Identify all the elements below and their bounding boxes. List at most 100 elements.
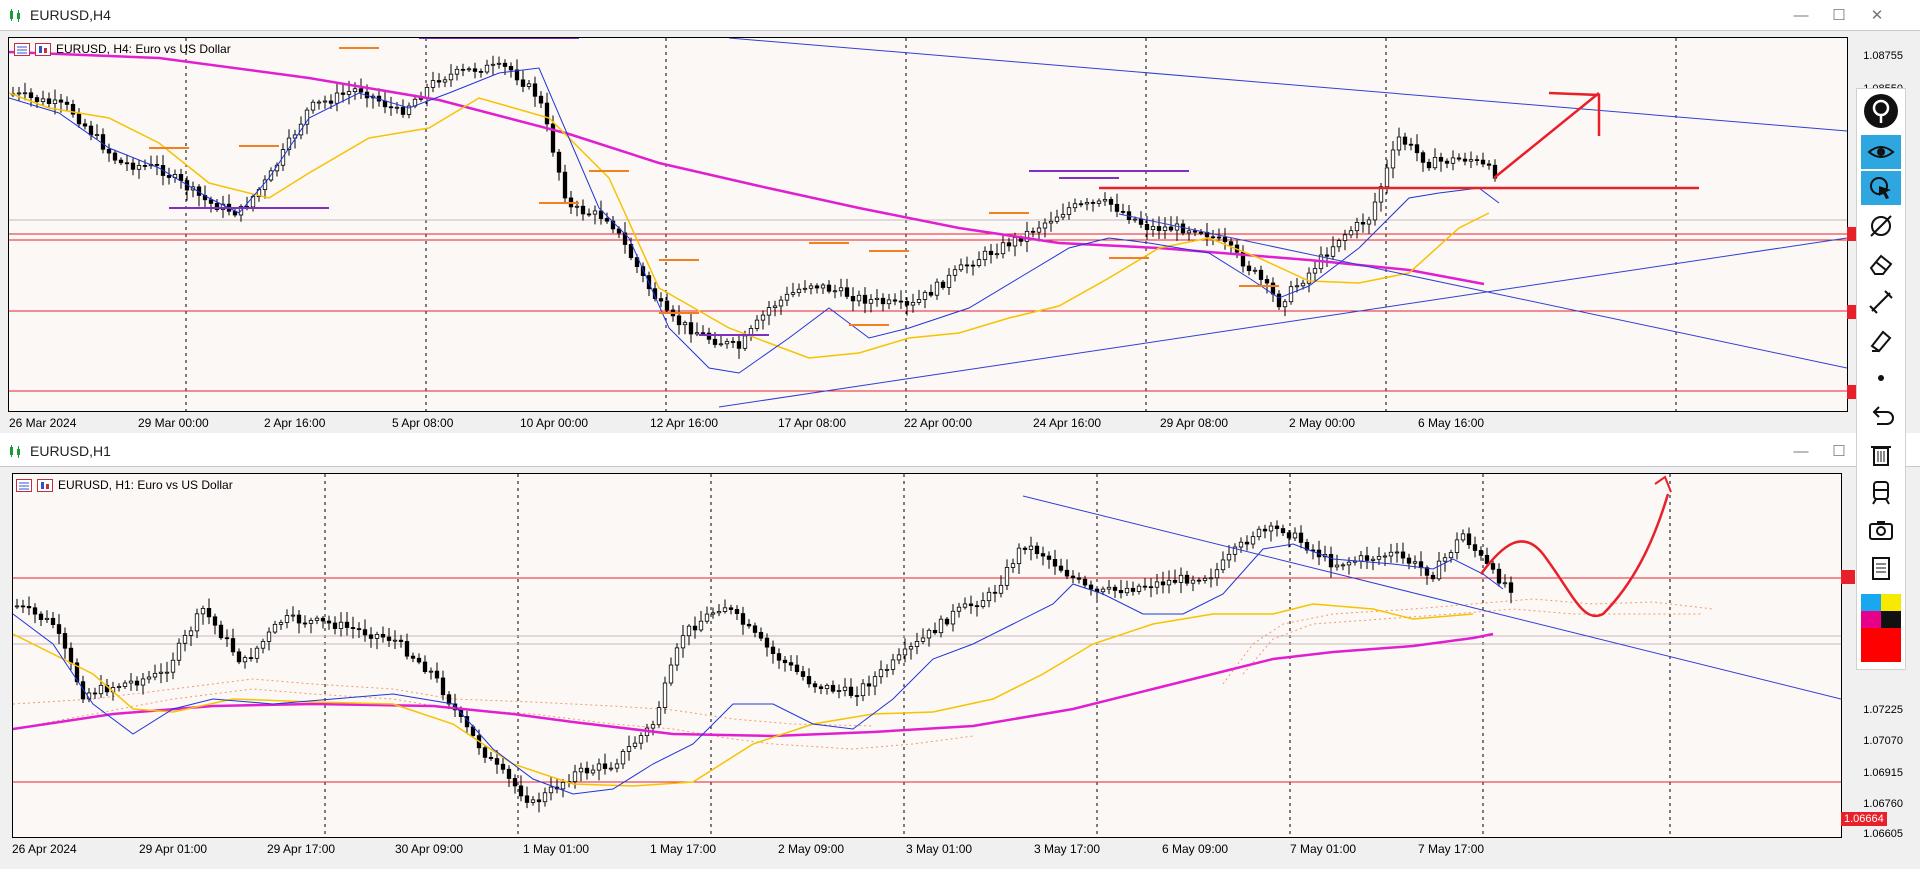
eye-tool[interactable] — [1861, 135, 1901, 169]
highlighter-tool[interactable] — [1861, 323, 1901, 357]
time-axis-h1[interactable]: 26 Apr 2024 29 Apr 01:00 29 Apr 17:00 30… — [12, 839, 1840, 859]
candle-body — [1414, 144, 1420, 154]
candle-body — [188, 630, 194, 636]
candle-body — [1054, 216, 1060, 222]
candle-body — [286, 137, 292, 150]
candle-body — [1112, 586, 1118, 591]
candle-body — [100, 134, 106, 150]
ruler-icon — [1869, 290, 1893, 314]
ruler-tool[interactable] — [1861, 285, 1901, 319]
candle-body — [694, 332, 700, 335]
candle-body — [896, 654, 902, 661]
trendline-tool[interactable] — [1861, 209, 1901, 243]
candle-body — [1000, 242, 1006, 255]
candle-body — [1424, 567, 1430, 576]
dot-tool[interactable] — [1861, 361, 1901, 395]
candle-body — [92, 692, 98, 695]
train-tool[interactable] — [1861, 475, 1901, 509]
candle-body — [1388, 551, 1394, 557]
candle-body — [622, 232, 628, 245]
candle-body — [1136, 585, 1142, 592]
color-palette[interactable] — [1861, 594, 1901, 662]
eye-icon — [1867, 146, 1895, 158]
candle-body — [802, 287, 808, 290]
pin-tool[interactable] — [1861, 91, 1901, 131]
candle-body — [806, 676, 812, 685]
candle-body — [1060, 214, 1066, 218]
candle-body — [1156, 226, 1162, 231]
candle-body — [1348, 230, 1354, 236]
candle-body — [1220, 559, 1226, 571]
candle-body — [118, 159, 124, 164]
candle-body — [1358, 555, 1364, 562]
chart-window-icon — [10, 445, 20, 458]
candle-body — [406, 105, 412, 115]
candle-body — [770, 646, 776, 655]
highlighter-icon — [1870, 330, 1892, 353]
candle-body — [394, 106, 400, 109]
window-titlebar-h4[interactable]: EURUSD,H4 — [0, 0, 1920, 31]
chart-plot-area-h1[interactable] — [12, 473, 1842, 838]
candle-body — [1306, 272, 1312, 284]
candle-body — [1294, 285, 1300, 288]
candle-body — [1228, 241, 1234, 246]
minimize-button[interactable]: — — [1793, 442, 1809, 460]
candle-body — [706, 332, 712, 340]
time-label: 1 May 01:00 — [523, 842, 590, 856]
eraser-tool[interactable] — [1861, 247, 1901, 281]
candle-body — [1420, 152, 1426, 163]
candle-body — [74, 662, 80, 683]
candle-body — [1042, 222, 1048, 229]
undo-tool[interactable] — [1861, 399, 1901, 433]
candle-body — [590, 769, 596, 774]
candle-body — [128, 680, 134, 684]
notes-tool[interactable] — [1861, 551, 1901, 585]
candle-body — [904, 301, 910, 306]
candle-body — [698, 620, 704, 631]
candle-body — [62, 633, 68, 649]
camera-tool[interactable] — [1861, 513, 1901, 547]
maximize-button[interactable]: ☐ — [1832, 443, 1846, 460]
candle-body — [980, 600, 986, 607]
maximize-button[interactable]: ☐ — [1832, 7, 1846, 24]
minimize-button[interactable]: — — [1793, 6, 1809, 24]
candle-body — [526, 83, 532, 87]
candle-body — [304, 109, 310, 125]
candle-body — [902, 648, 908, 656]
trash-tool[interactable] — [1861, 437, 1901, 471]
candle-body — [1342, 234, 1348, 241]
candle-body — [388, 106, 394, 109]
candle-body — [130, 162, 136, 170]
candle-body — [1028, 545, 1034, 550]
chart-plot-area-h4[interactable] — [8, 37, 1848, 412]
close-button[interactable]: ✕ — [1870, 7, 1884, 24]
moving-average-fast — [13, 543, 1504, 795]
cursor-select-tool[interactable] — [1861, 171, 1901, 205]
candle-body — [1438, 157, 1444, 162]
candle-body — [436, 80, 442, 83]
candle-body — [1292, 532, 1298, 539]
candle-body — [580, 205, 586, 215]
time-axis-h4[interactable]: 26 Mar 2024 29 Mar 00:00 2 Apr 16:00 5 A… — [8, 413, 1846, 433]
candle-body — [472, 68, 478, 72]
candle-body — [598, 210, 604, 219]
candle-body — [1262, 528, 1268, 532]
candle-body — [440, 677, 446, 696]
candle-body — [794, 664, 800, 673]
candle-body — [98, 684, 104, 695]
candle-body — [524, 795, 530, 803]
candle-body — [1232, 546, 1238, 555]
price-axis-h1[interactable]: 1.07225 1.07070 1.06915 1.06760 1.06664 … — [1841, 473, 1907, 840]
candle-body — [1238, 541, 1244, 548]
candle-body — [26, 606, 32, 609]
candle-body — [544, 102, 550, 125]
time-label: 1 May 17:00 — [650, 842, 717, 856]
candle-body — [1298, 532, 1304, 543]
candle-body — [208, 199, 214, 204]
candle-body — [16, 92, 22, 95]
candle-body — [22, 92, 28, 95]
window-titlebar-h1[interactable]: EURUSD,H1 — [0, 436, 1920, 467]
candle-body — [868, 299, 874, 304]
candle-body — [430, 80, 436, 88]
candle-body — [1118, 590, 1124, 594]
